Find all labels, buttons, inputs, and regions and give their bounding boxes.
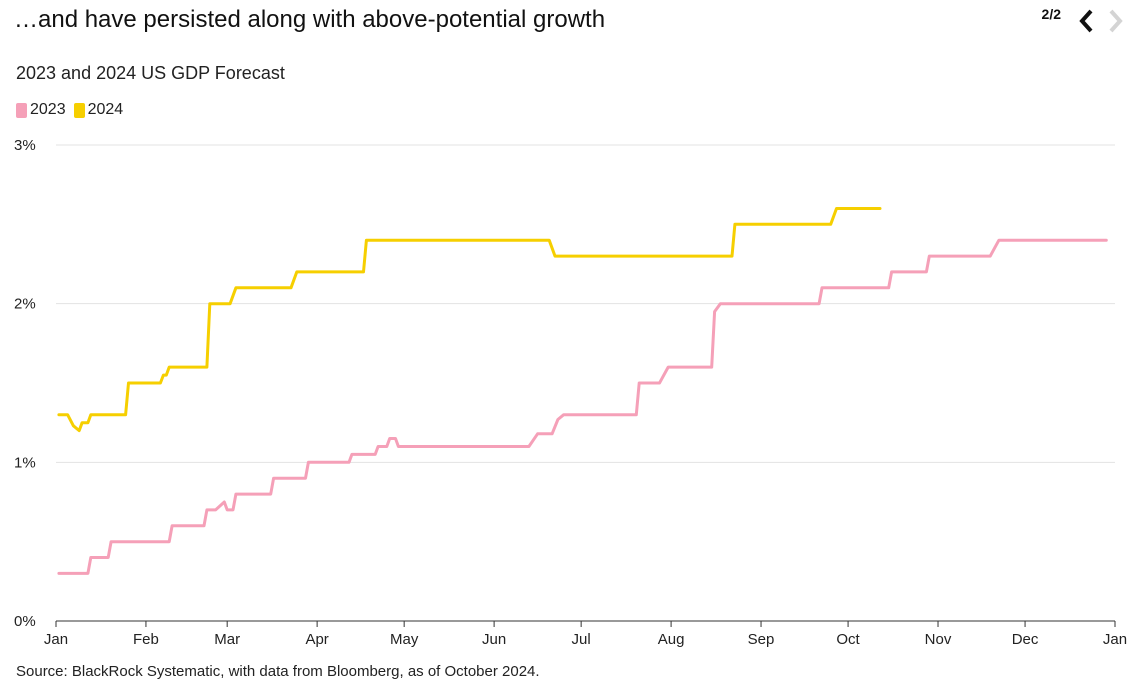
- y-tick-label: 0%: [14, 613, 36, 630]
- x-tick-label: Jun: [482, 631, 506, 648]
- legend-item-2023[interactable]: 2023: [16, 101, 66, 119]
- x-tick-label: Dec: [1012, 631, 1039, 648]
- legend-label-2024: 2024: [87, 101, 124, 118]
- x-tick-label: Sep: [748, 631, 775, 648]
- series-line-2024: [57, 207, 882, 433]
- chevron-left-icon: [1079, 9, 1093, 33]
- legend-item-2024[interactable]: 2024: [73, 101, 124, 119]
- y-tick-label: 2%: [14, 296, 36, 313]
- x-tick-label: Mar: [214, 631, 240, 648]
- x-tick-label: Feb: [133, 631, 159, 648]
- x-tick-label: Jul: [572, 631, 591, 648]
- x-tick-label: Jan: [44, 631, 68, 648]
- source-note: Source: BlackRock Systematic, with data …: [16, 663, 540, 680]
- previous-button[interactable]: [1073, 6, 1101, 36]
- line-chart: 0% 1% 2% 3% Jan Feb Mar Apr May Jun Jul Aug Sep Oct No…: [14, 137, 1127, 648]
- pager: 2/2: [1042, 6, 1129, 36]
- series-line-2023: [57, 238, 1108, 575]
- chevron-right-icon: [1109, 9, 1123, 33]
- chart-headline: …and have persisted along with above-pot…: [14, 6, 606, 33]
- y-tick-label: 1%: [14, 454, 36, 471]
- legend-swatch-2023: [16, 102, 27, 118]
- legend-label-2023: 2023: [30, 101, 66, 118]
- pager-count: 2/2: [1041, 6, 1061, 22]
- x-tick-label: Aug: [658, 631, 685, 648]
- y-tick-label: 3%: [14, 137, 36, 154]
- x-tick-label: Nov: [925, 631, 952, 648]
- x-tick-label: May: [390, 631, 419, 648]
- x-tick-label: Oct: [836, 631, 860, 648]
- chart-title: 2023 and 2024 US GDP Forecast: [16, 63, 285, 83]
- x-tick-label: Jan: [1103, 631, 1127, 648]
- legend-swatch-2024: [73, 102, 85, 118]
- chart-legend: 2023 2024: [16, 101, 131, 119]
- next-button[interactable]: [1101, 6, 1129, 36]
- x-tick-label: Apr: [305, 631, 328, 648]
